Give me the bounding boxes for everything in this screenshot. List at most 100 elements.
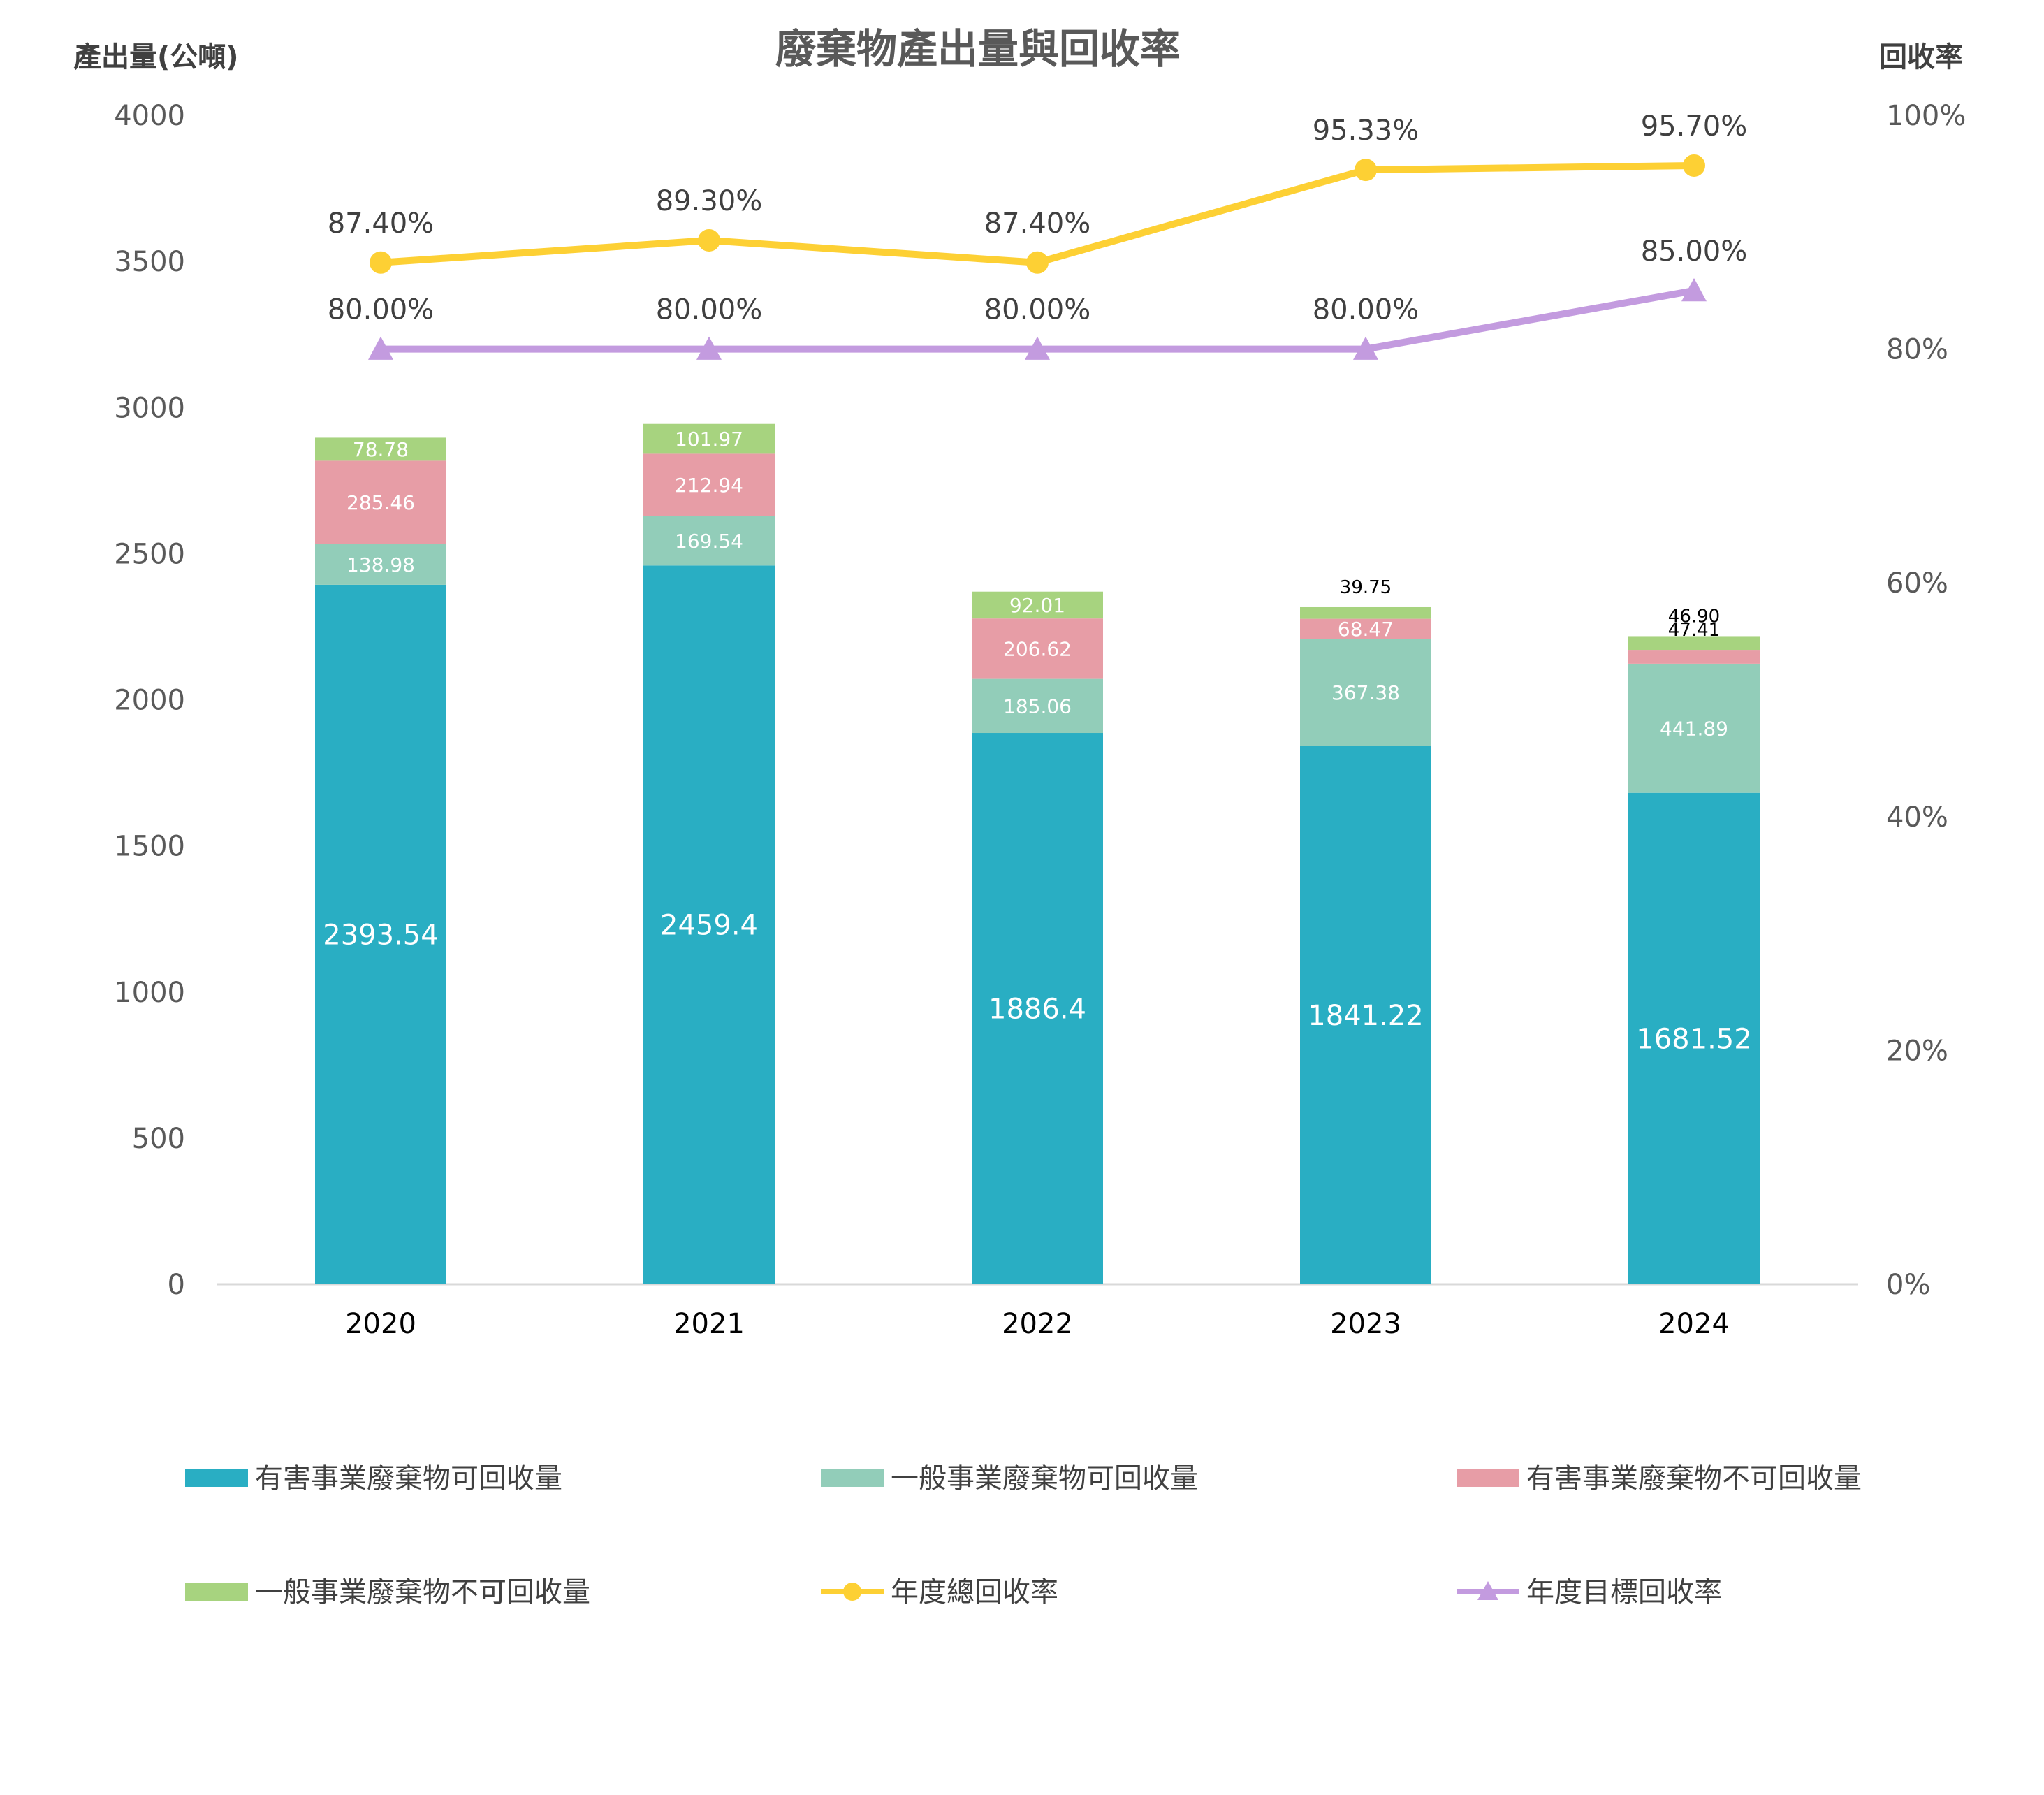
- legend-label: 一般事業廢棄物不可回收量: [255, 1576, 590, 1608]
- y-tick-label: 4000: [114, 100, 185, 132]
- y-tick-label: 0: [168, 1269, 185, 1301]
- bar-data-label: 212.94: [675, 474, 743, 497]
- bar-data-label: 39.75: [1340, 577, 1392, 598]
- rate-lines: 87.40% 89.30% 87.40% 95.33% 95.70% 80.00% 80.0…: [328, 110, 1748, 360]
- line-point: [698, 229, 720, 252]
- line-point: [1355, 159, 1377, 182]
- bar-data-label: 206.62: [1003, 637, 1072, 660]
- bar-data-label: 92.01: [1009, 594, 1065, 617]
- bar-data-label: 2459.4: [660, 910, 758, 942]
- bar-data-label: 1681.52: [1636, 1023, 1751, 1055]
- legend-swatch: [821, 1469, 884, 1487]
- line-point: [1683, 154, 1705, 177]
- legend-swatch: [185, 1583, 248, 1601]
- y2-tick-label: 40%: [1886, 801, 1948, 834]
- bar-segment: [315, 584, 446, 1284]
- y-tick-label: 1500: [114, 831, 185, 863]
- bar-segment: [315, 544, 446, 585]
- bar-segment: [315, 460, 446, 544]
- legend-label: 有害事業廢棄物不可回收量: [1526, 1462, 1862, 1495]
- bar-data-label: 441.89: [1660, 717, 1728, 740]
- bar-data-label: 367.38: [1331, 681, 1400, 704]
- legend: 有害事業廢棄物可回收量 一般事業廢棄物可回收量 有害事業廢棄物不可回收量一般事業廢棄…: [185, 1462, 1862, 1608]
- bar-data-label: 185.06: [1003, 695, 1072, 718]
- line-point: [370, 251, 392, 274]
- x-tick-label: 2020: [345, 1308, 416, 1340]
- legend-label: 一般事業廢棄物可回收量: [891, 1462, 1198, 1495]
- line-data-label: 89.30%: [656, 185, 763, 217]
- line-data-label: 80.00%: [984, 294, 1091, 326]
- line-data-label: 95.70%: [1641, 110, 1748, 143]
- bar-segment: [315, 437, 446, 461]
- x-tick-label: 2023: [1330, 1308, 1401, 1340]
- line-data-label: 80.00%: [1313, 294, 1419, 326]
- x-tick-label: 2022: [1002, 1308, 1073, 1340]
- x-tick-label: 2021: [673, 1308, 745, 1340]
- bar-segment: [972, 678, 1103, 734]
- bar-segment: [1628, 636, 1760, 651]
- bar-data-label: 169.54: [675, 530, 743, 553]
- line-data-label: 80.00%: [328, 294, 435, 326]
- legend-marker: [1477, 1581, 1498, 1600]
- bar-segment: [1300, 618, 1431, 639]
- legend-label: 年度目標回收率: [1526, 1576, 1722, 1608]
- bar-data-label: 2393.54: [323, 919, 438, 951]
- y2-tick-label: 0%: [1886, 1269, 1930, 1301]
- legend-swatch: [1457, 1469, 1519, 1487]
- bar-segment: [1628, 792, 1760, 1284]
- bar-segment: [1300, 746, 1431, 1284]
- bar-data-label: 138.98: [346, 553, 415, 576]
- chart-title: 廢棄物產出量與回收率: [775, 25, 1181, 73]
- bar-data-label: 285.46: [346, 491, 415, 514]
- line-point: [1026, 251, 1049, 274]
- y-tick-label: 3000: [114, 392, 185, 424]
- bar-segment: [643, 453, 775, 516]
- stacked-bars: 2393.54 138.98 285.46 78.78 2459.4 169.54 212.…: [315, 423, 1760, 1284]
- y-tick-label: 1000: [114, 977, 185, 1009]
- y-tick-label: 3500: [114, 246, 185, 278]
- y-tick-label: 2000: [114, 685, 185, 717]
- legend-label: 有害事業廢棄物可回收量: [255, 1462, 562, 1495]
- line-point: [1025, 336, 1050, 360]
- line-data-label: 95.33%: [1313, 115, 1419, 147]
- bar-data-label: 46.90: [1668, 606, 1720, 627]
- x-axis-ticks: 2020 2021 2022 2023 2024: [345, 1308, 1730, 1340]
- x-tick-label: 2024: [1658, 1308, 1730, 1340]
- bar-segment: [1628, 650, 1760, 664]
- bar-segment: [972, 591, 1103, 619]
- bar-segment: [972, 618, 1103, 679]
- bar-data-label: 78.78: [353, 438, 409, 461]
- y2-axis-title: 回收率: [1879, 41, 1963, 73]
- y2-tick-label: 60%: [1886, 567, 1948, 599]
- y2-axis-ticks: 0% 20% 40% 60% 80% 100%: [1886, 100, 1966, 1301]
- line-point: [696, 336, 722, 360]
- line-data-label: 87.40%: [984, 208, 1091, 240]
- legend-swatch: [185, 1469, 248, 1487]
- legend-label: 年度總回收率: [891, 1576, 1058, 1608]
- line-point: [368, 336, 393, 360]
- line-data-label: 87.40%: [328, 208, 435, 240]
- bar-segment: [1300, 639, 1431, 746]
- y-tick-label: 2500: [114, 538, 185, 570]
- bar-segment: [1628, 663, 1760, 793]
- line-point: [1681, 277, 1707, 302]
- y2-tick-label: 20%: [1886, 1035, 1948, 1067]
- bar-segment: [972, 733, 1103, 1284]
- y-axis-title: 產出量(公噸): [73, 41, 239, 73]
- bar-segment: [643, 423, 775, 454]
- legend-marker: [843, 1583, 861, 1601]
- bar-data-label: 101.97: [675, 428, 743, 451]
- bar-segment: [643, 565, 775, 1284]
- bar-data-label: 1886.4: [988, 994, 1086, 1026]
- y2-tick-label: 80%: [1886, 334, 1948, 366]
- y2-tick-label: 100%: [1886, 100, 1966, 132]
- bar-data-label: 68.47: [1338, 618, 1394, 641]
- line-data-label: 85.00%: [1641, 235, 1748, 268]
- line-data-label: 80.00%: [656, 294, 763, 326]
- y-tick-label: 500: [132, 1123, 185, 1155]
- y-axis-ticks: 0 500 1000 1500 2000 2500 3000 3500 4000: [114, 100, 185, 1301]
- bar-segment: [643, 516, 775, 566]
- bar-data-label: 1841.22: [1308, 1000, 1423, 1032]
- bar-segment: [1300, 606, 1431, 619]
